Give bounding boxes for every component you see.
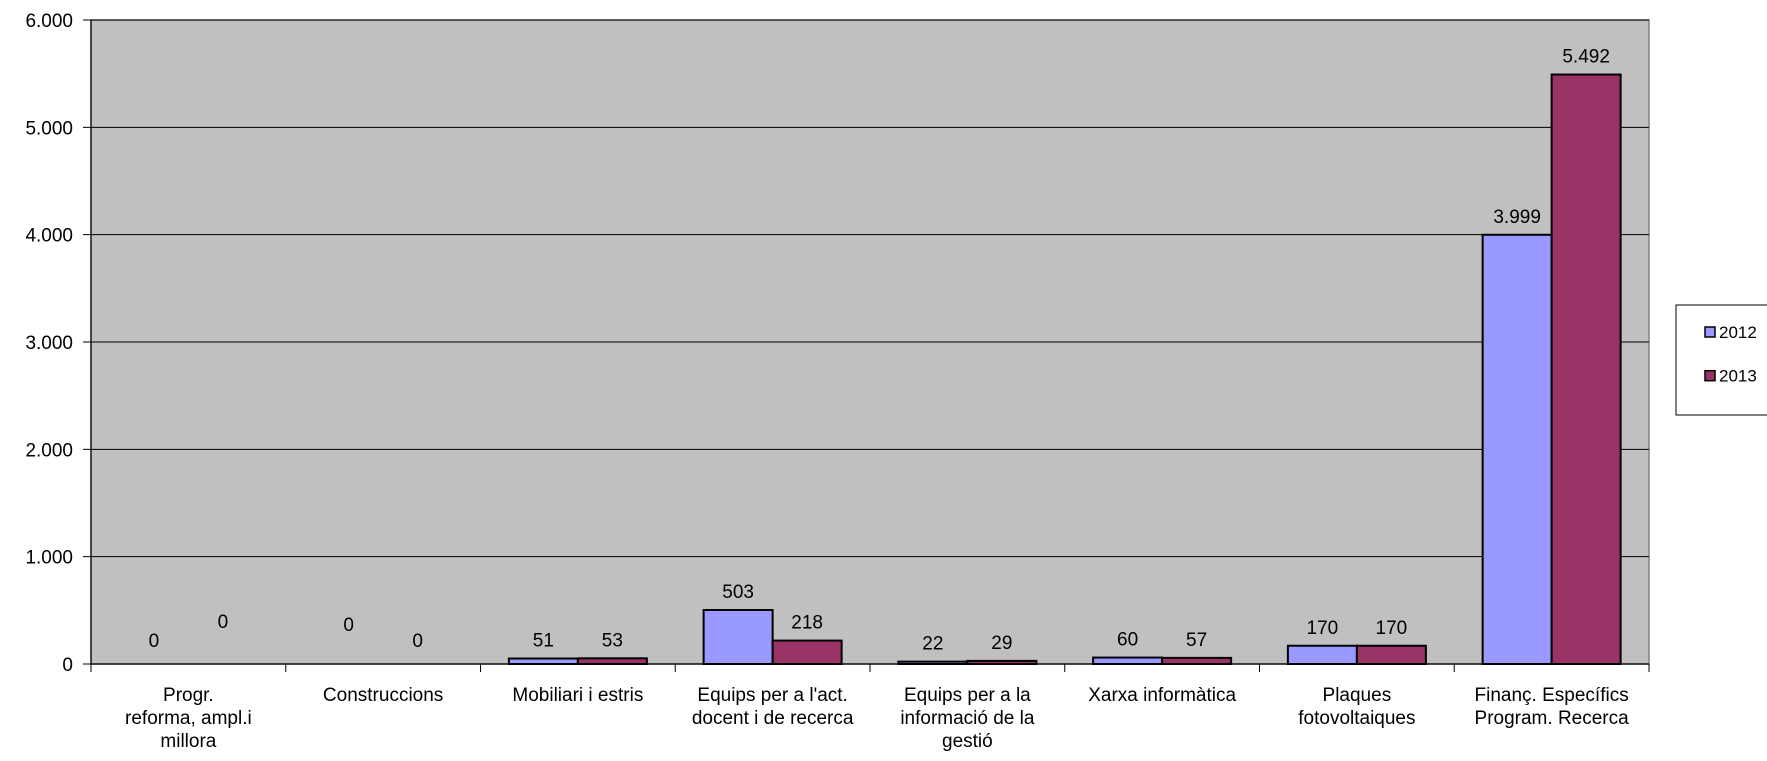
x-category-label: gestió [942, 731, 993, 752]
y-axis-ticks: 0 1.000 2.000 3.000 4.000 5.000 6.000 [25, 11, 91, 676]
x-category-label: informació de la [900, 708, 1035, 729]
data-label-2012: 170 [1307, 618, 1339, 639]
bar-2013 [1550, 73, 1622, 665]
data-label-2013: 0 [218, 612, 229, 633]
data-labels: 0 0 0 0 51 53 503 218 22 29 60 57 170 170 3.999 5.492 [149, 47, 1610, 655]
bar-2013 [1161, 656, 1233, 666]
bar-2013 [771, 639, 843, 665]
data-label-2013: 0 [412, 631, 423, 652]
data-label-2012: 3.999 [1493, 207, 1541, 228]
data-label-2013: 29 [991, 633, 1012, 654]
bar-2012 [507, 657, 579, 666]
data-label-2012: 0 [343, 615, 354, 636]
x-category-label: Equips per a l'act. [697, 685, 847, 706]
bar-2012 [1092, 656, 1164, 665]
x-category-label: Program. Recerca [1475, 708, 1630, 729]
x-category-label: Xarxa informàtica [1088, 685, 1236, 706]
x-category-label: docent i de recerca [692, 708, 854, 729]
data-label-2012: 22 [922, 634, 943, 655]
x-category-label: reforma, ampl.i [125, 708, 252, 729]
y-tick-label: 5.000 [25, 118, 73, 139]
bar-2012 [1286, 644, 1358, 666]
x-category-label: Finanç. Específics [1475, 685, 1629, 706]
x-category-label: millora [160, 731, 216, 752]
y-tick-label: 2.000 [25, 440, 73, 461]
legend-label-2013: 2013 [1719, 367, 1757, 386]
x-category-label: Mobiliari i estris [512, 685, 643, 706]
data-label-2012: 0 [149, 631, 160, 652]
data-label-2013: 57 [1186, 630, 1207, 651]
bar-2013 [1355, 644, 1427, 666]
gridlines [91, 19, 1649, 558]
data-label-2012: 60 [1117, 630, 1138, 651]
data-label-2012: 503 [722, 582, 754, 603]
x-category-label: Construccions [323, 685, 443, 706]
y-tick-label: 3.000 [25, 333, 73, 354]
data-label-2013: 218 [791, 613, 823, 634]
legend-swatch-2012 [1704, 326, 1716, 338]
legend-label-2012: 2012 [1719, 323, 1757, 342]
y-tick-label: 4.000 [25, 226, 73, 247]
data-label-2013: 170 [1376, 618, 1408, 639]
x-category-label: Progr. [163, 685, 214, 706]
y-tick-label: 1.000 [25, 548, 73, 569]
legend: 2012 2013 [1675, 304, 1767, 416]
x-category-label: Equips per a la [904, 685, 1031, 706]
legend-swatch-2013 [1704, 369, 1716, 382]
data-label-2012: 51 [533, 631, 554, 652]
x-category-label: fotovoltaiques [1298, 708, 1415, 729]
y-tick-label: 0 [62, 655, 73, 676]
legend-box [1675, 304, 1767, 416]
bar-2013 [576, 657, 648, 666]
data-label-2013: 5.492 [1562, 47, 1610, 68]
bar-2012 [702, 609, 774, 666]
data-label-2013: 53 [602, 630, 623, 651]
bar-2012 [1481, 233, 1553, 666]
x-category-label: Plaques [1323, 685, 1392, 706]
y-tick-label: 6.000 [25, 11, 73, 32]
